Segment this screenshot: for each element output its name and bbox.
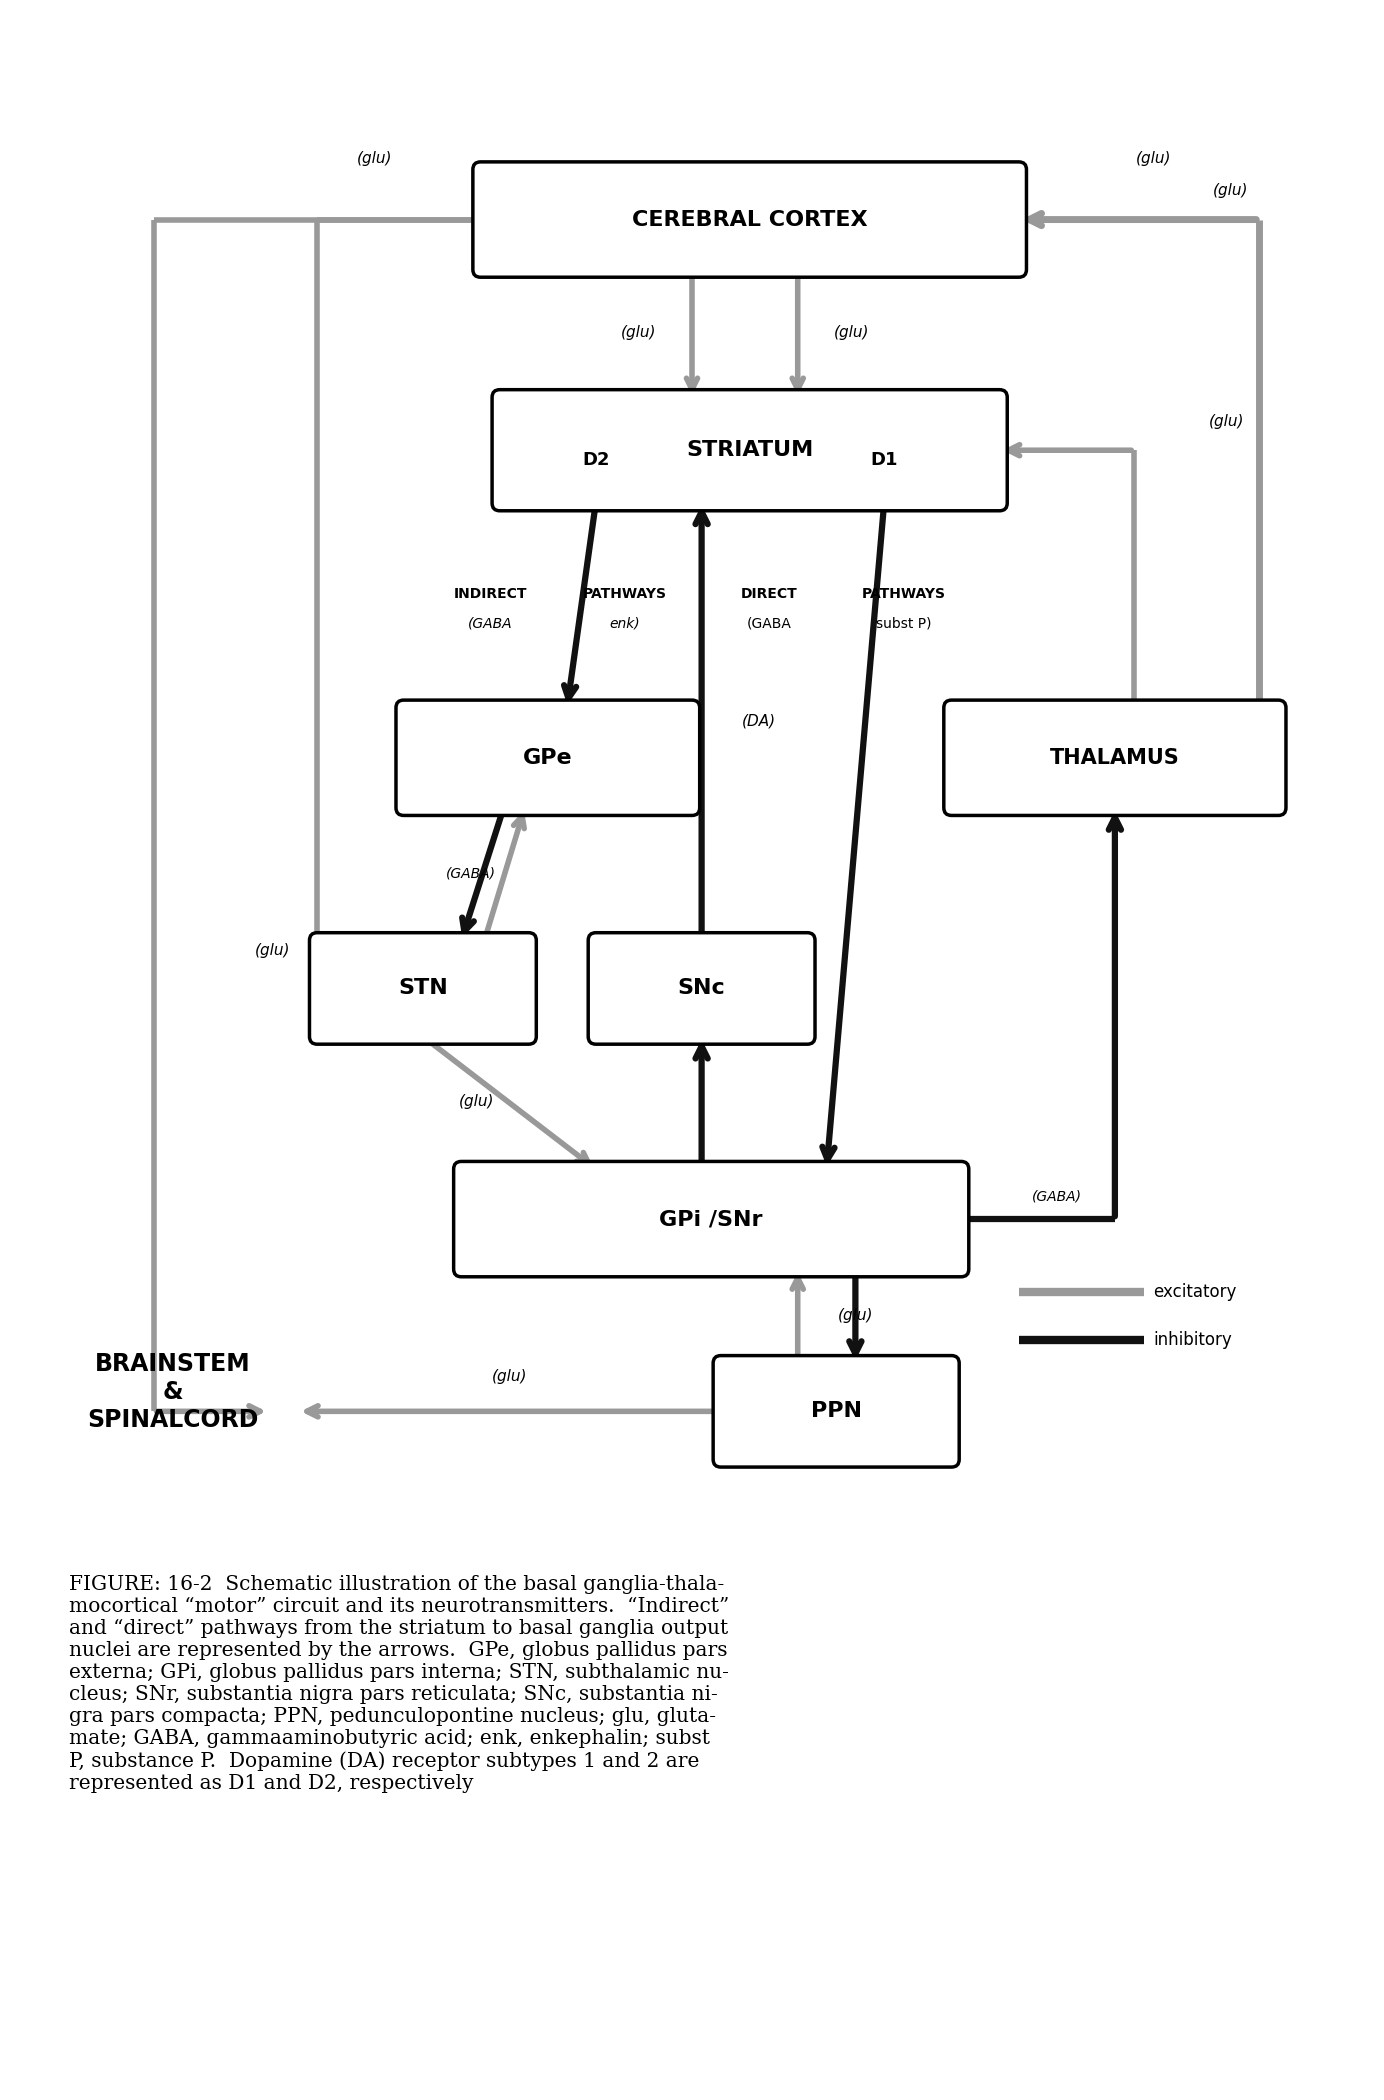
FancyBboxPatch shape xyxy=(944,699,1286,815)
Text: (GABA): (GABA) xyxy=(446,865,495,880)
Text: (glu): (glu) xyxy=(833,326,869,340)
Text: (glu): (glu) xyxy=(491,1369,527,1384)
Text: (glu): (glu) xyxy=(1208,414,1244,428)
FancyBboxPatch shape xyxy=(588,932,815,1044)
Text: CEREBRAL CORTEX: CEREBRAL CORTEX xyxy=(632,210,868,229)
Text: (glu): (glu) xyxy=(1136,151,1171,166)
Text: (glu): (glu) xyxy=(255,943,291,958)
Text: D1: D1 xyxy=(871,452,898,468)
Text: D2: D2 xyxy=(583,452,609,468)
Text: excitatory: excitatory xyxy=(1153,1283,1237,1302)
Text: THALAMUS: THALAMUS xyxy=(1050,748,1179,769)
Text: (GABA: (GABA xyxy=(468,615,512,630)
Text: (DA): (DA) xyxy=(742,714,776,729)
Text: (glu): (glu) xyxy=(1212,183,1248,197)
Text: PATHWAYS: PATHWAYS xyxy=(861,588,945,601)
FancyBboxPatch shape xyxy=(473,162,1027,277)
Text: subst P): subst P) xyxy=(876,615,931,630)
Text: GPe: GPe xyxy=(523,748,573,769)
Text: (glu): (glu) xyxy=(357,151,393,166)
FancyBboxPatch shape xyxy=(493,391,1008,510)
Text: enk): enk) xyxy=(609,615,639,630)
Text: SNc: SNc xyxy=(678,979,725,997)
FancyBboxPatch shape xyxy=(396,699,700,815)
Text: (glu): (glu) xyxy=(837,1308,873,1323)
Text: (glu): (glu) xyxy=(459,1094,494,1109)
Text: GPi /SNr: GPi /SNr xyxy=(659,1210,763,1228)
Text: (GABA): (GABA) xyxy=(1032,1189,1082,1203)
Text: STN: STN xyxy=(399,979,448,997)
Text: FIGURE: 16-2  Schematic illustration of the basal ganglia-thala-
mocortical “mot: FIGURE: 16-2 Schematic illustration of t… xyxy=(69,1575,729,1793)
Text: BRAINSTEM
&
SPINALCORD: BRAINSTEM & SPINALCORD xyxy=(87,1352,259,1432)
Text: inhibitory: inhibitory xyxy=(1153,1331,1232,1348)
Text: INDIRECT: INDIRECT xyxy=(454,588,527,601)
Text: PPN: PPN xyxy=(811,1401,862,1422)
Text: DIRECT: DIRECT xyxy=(740,588,797,601)
Text: STRIATUM: STRIATUM xyxy=(686,441,814,460)
FancyBboxPatch shape xyxy=(310,932,537,1044)
FancyBboxPatch shape xyxy=(713,1357,959,1468)
FancyBboxPatch shape xyxy=(454,1161,969,1277)
Text: (GABA: (GABA xyxy=(746,615,792,630)
Text: PATHWAYS: PATHWAYS xyxy=(583,588,667,601)
Text: (glu): (glu) xyxy=(620,326,656,340)
